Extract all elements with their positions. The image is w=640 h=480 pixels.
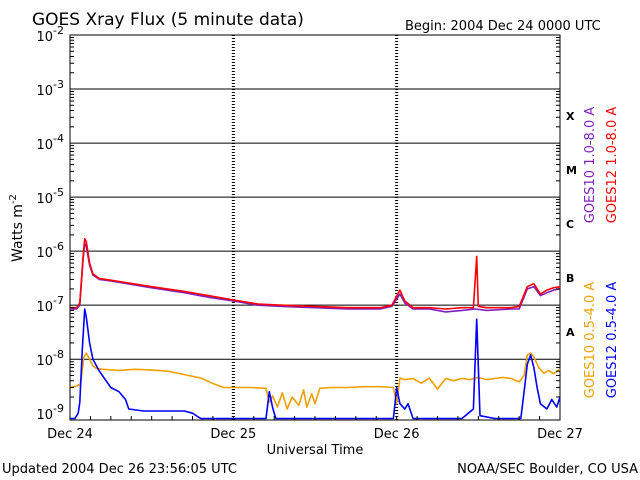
x-tick-label: Dec 26 [374,427,420,442]
grid [70,35,560,420]
y-tick-label-base: 10 [36,138,53,153]
y-tick-label: 10-2 [36,24,64,45]
y-tick-label-base: 10 [36,246,53,261]
begin-date: Begin: 2004 Dec 24 0000 UTC [405,19,601,34]
y-tick-label-exponent: -7 [53,294,64,307]
y-tick-label: 10-6 [36,240,64,261]
credit-label: NOAA/SEC Boulder, CO USA [457,462,638,477]
y-tick-label: 10-8 [36,348,64,369]
legend-entry: GOES12 0.5-4.0 A [605,282,620,399]
series-line [70,237,561,310]
y-tick-label-exponent: -5 [53,186,64,199]
y-tick-label-base: 10 [36,408,53,423]
x-axis-label: Universal Time [267,443,364,458]
series-line [70,308,561,420]
y-tick-label-base: 10 [36,300,53,315]
plot-area [69,34,561,421]
y-tick-label-exponent: -3 [53,78,64,91]
flare-class-label: A [566,326,575,339]
y-tick-label: 10-7 [36,294,64,315]
series-line [69,352,561,410]
x-tick-label: Dec 25 [210,427,256,442]
y-tick-label-base: 10 [36,30,53,45]
flare-class-labels: X M C B A [566,110,577,339]
series-group [69,237,561,420]
legend-entry: GOES10 1.0-8.0 A [583,107,598,224]
x-tick-label: Dec 27 [537,427,583,442]
flare-class-label: X [566,110,575,123]
x-tick-label: Dec 24 [47,427,93,442]
y-axis-label-text: Watts m [10,204,26,262]
chart-title: GOES Xray Flux (5 minute data) [32,10,304,30]
y-tick-label-exponent: -9 [53,402,64,415]
y-tick-label: 10-9 [36,402,64,423]
y-axis-label-exponent: -2 [8,194,19,204]
updated-timestamp: Updated 2004 Dec 26 23:56:05 UTC [2,462,237,477]
flare-class-label: M [566,164,577,177]
y-tick-label-base: 10 [36,354,53,369]
y-tick-label: 10-3 [36,78,64,99]
y-axis-label: Watts m-2 [8,194,26,262]
y-tick-label-exponent: -4 [53,132,64,145]
legend: GOES10 1.0-8.0 A GOES12 1.0-8.0 A GOES10 0… [583,107,620,399]
y-tick-label: 10-4 [36,132,64,153]
y-tick-label-base: 10 [36,84,53,99]
legend-entry: GOES10 0.5-4.0 A [583,282,598,399]
legend-entry: GOES12 1.0-8.0 A [605,107,620,224]
flare-class-label: C [566,218,574,231]
y-tick-label-exponent: -6 [53,240,64,253]
y-tick-label-exponent: -8 [53,348,64,361]
y-tick-label-exponent: -2 [53,24,64,37]
y-tick-label: 10-5 [36,186,64,207]
flare-class-label: B [566,272,574,285]
y-tick-label-base: 10 [36,192,53,207]
